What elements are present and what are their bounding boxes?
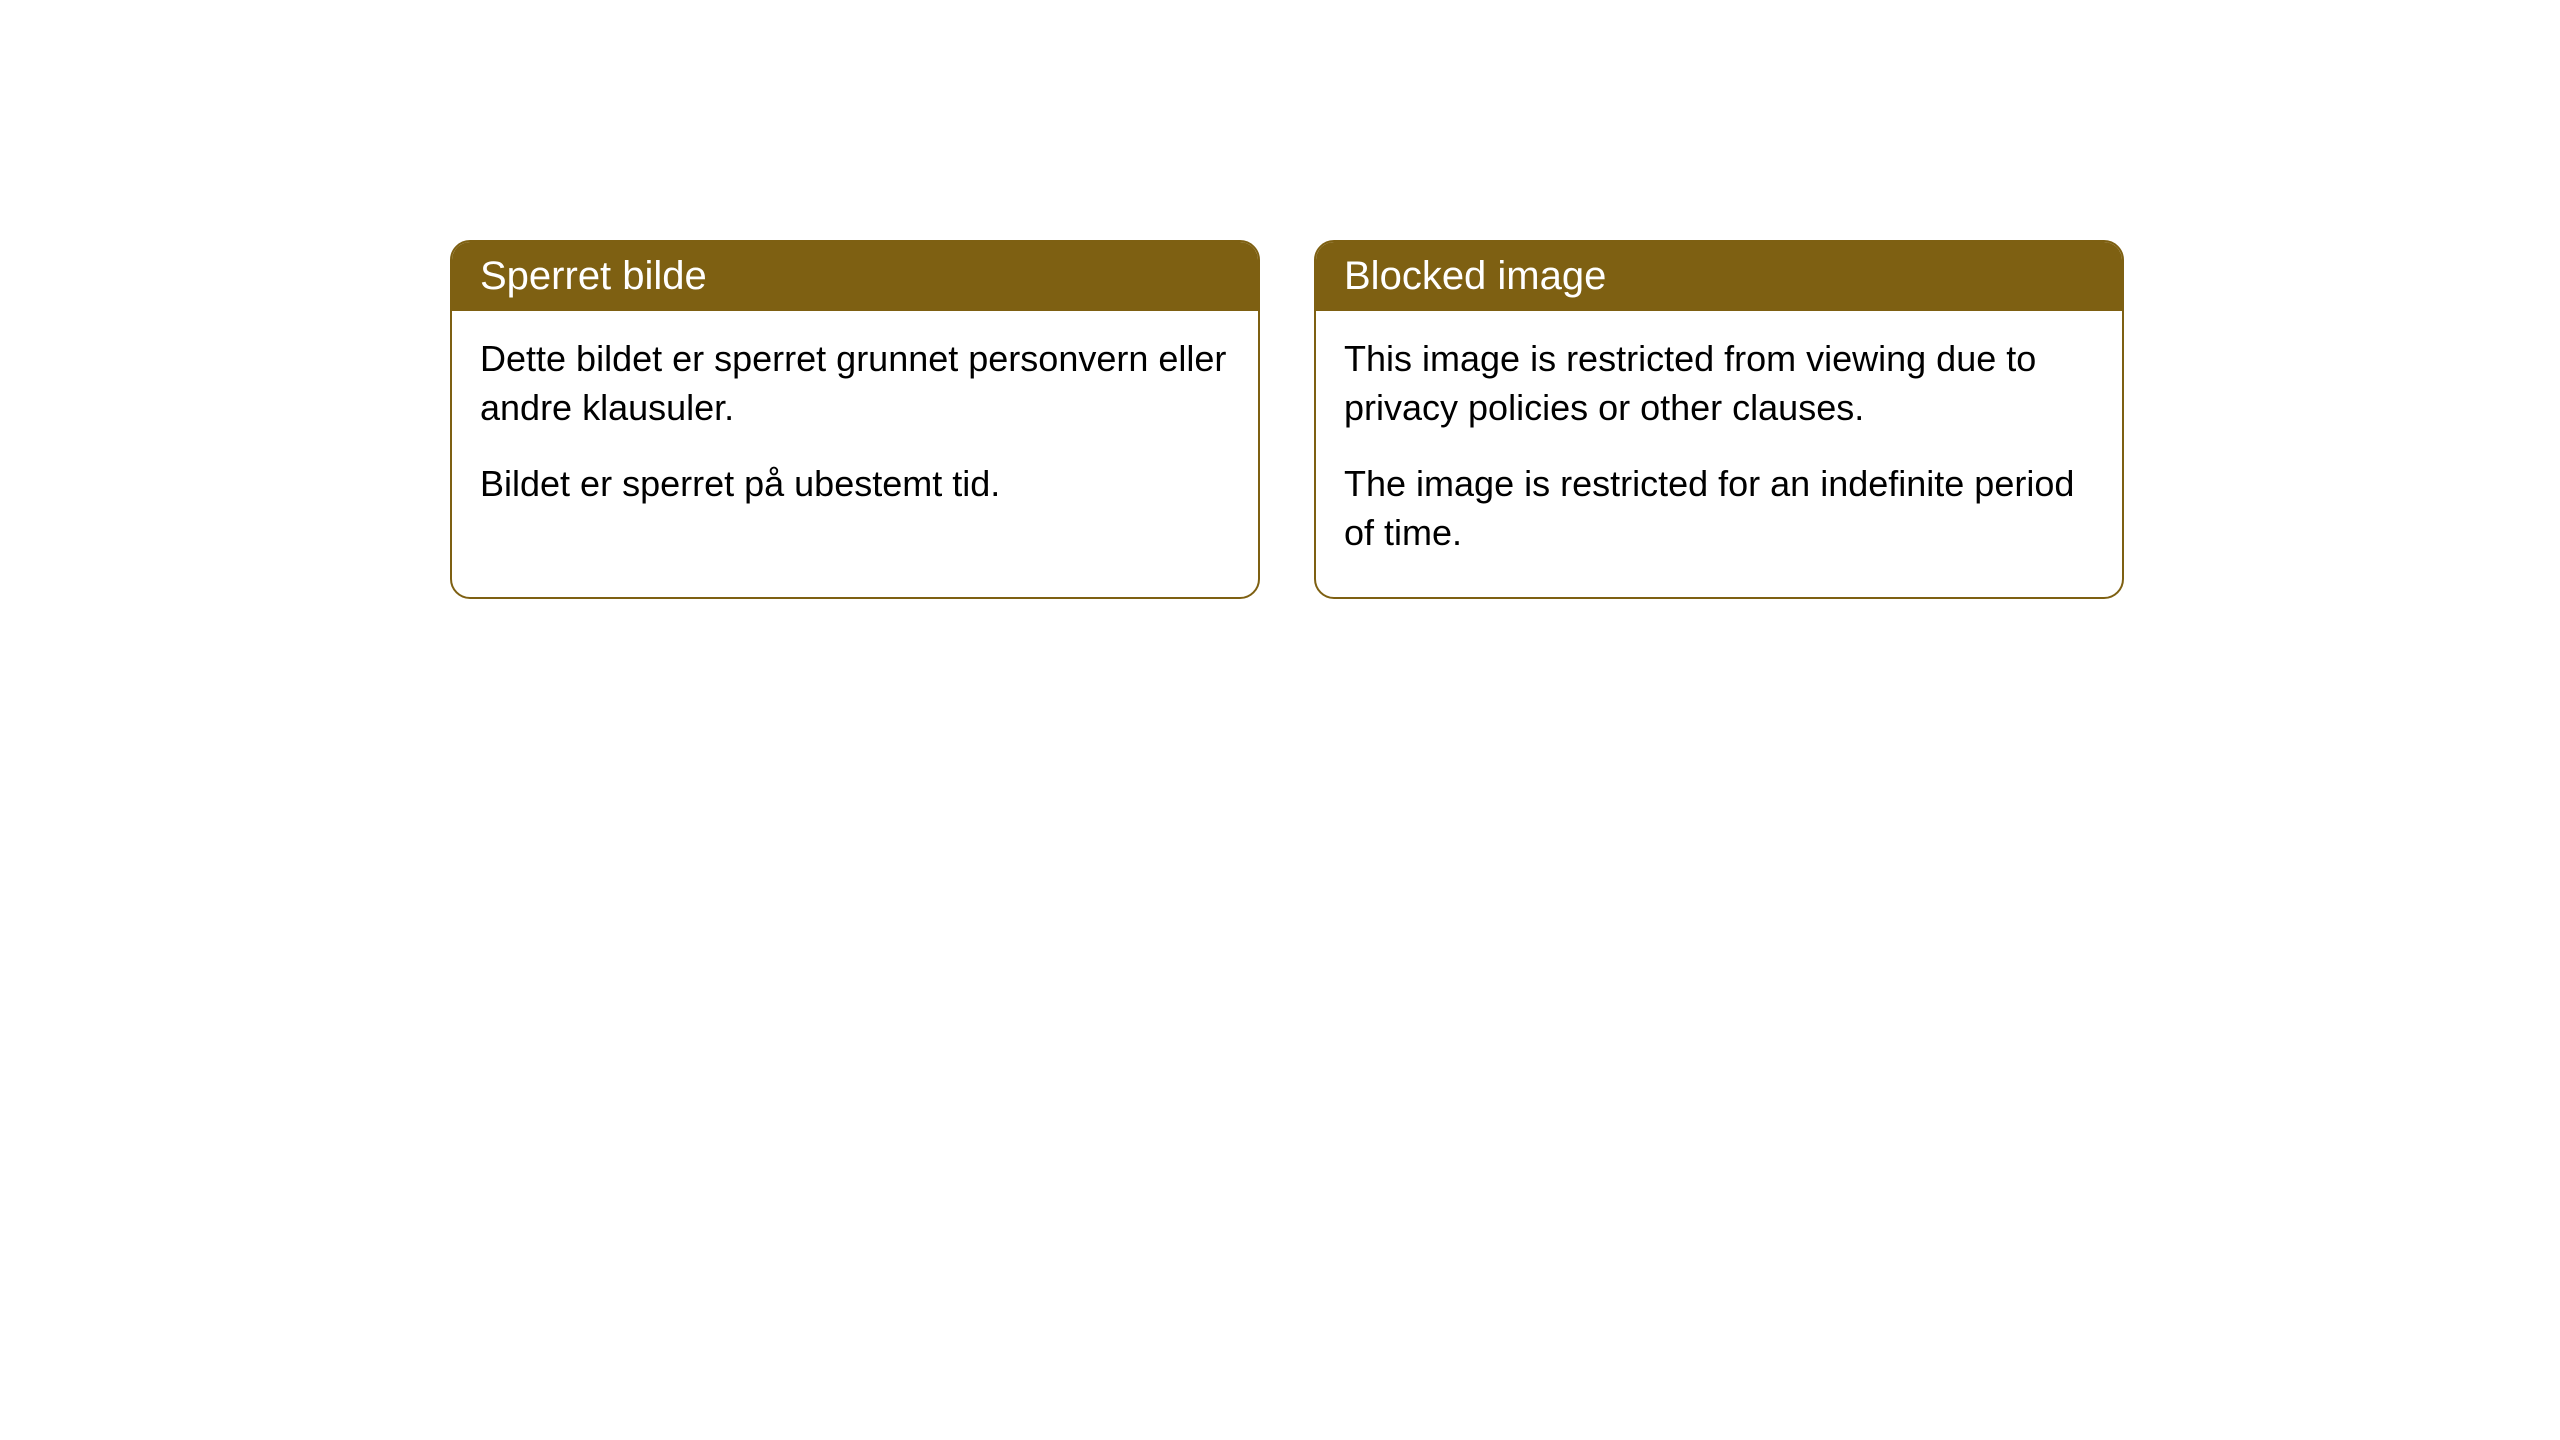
card-header-norwegian: Sperret bilde bbox=[452, 242, 1258, 311]
card-title: Sperret bilde bbox=[480, 254, 707, 298]
card-body-english: This image is restricted from viewing du… bbox=[1316, 311, 2122, 597]
card-header-english: Blocked image bbox=[1316, 242, 2122, 311]
notice-card-english: Blocked image This image is restricted f… bbox=[1314, 240, 2124, 599]
card-paragraph: This image is restricted from viewing du… bbox=[1344, 335, 2094, 432]
card-paragraph: Bildet er sperret på ubestemt tid. bbox=[480, 460, 1230, 509]
card-paragraph: Dette bildet er sperret grunnet personve… bbox=[480, 335, 1230, 432]
notice-cards-container: Sperret bilde Dette bildet er sperret gr… bbox=[450, 240, 2124, 599]
card-body-norwegian: Dette bildet er sperret grunnet personve… bbox=[452, 311, 1258, 549]
card-paragraph: The image is restricted for an indefinit… bbox=[1344, 460, 2094, 557]
notice-card-norwegian: Sperret bilde Dette bildet er sperret gr… bbox=[450, 240, 1260, 599]
card-title: Blocked image bbox=[1344, 254, 1606, 298]
